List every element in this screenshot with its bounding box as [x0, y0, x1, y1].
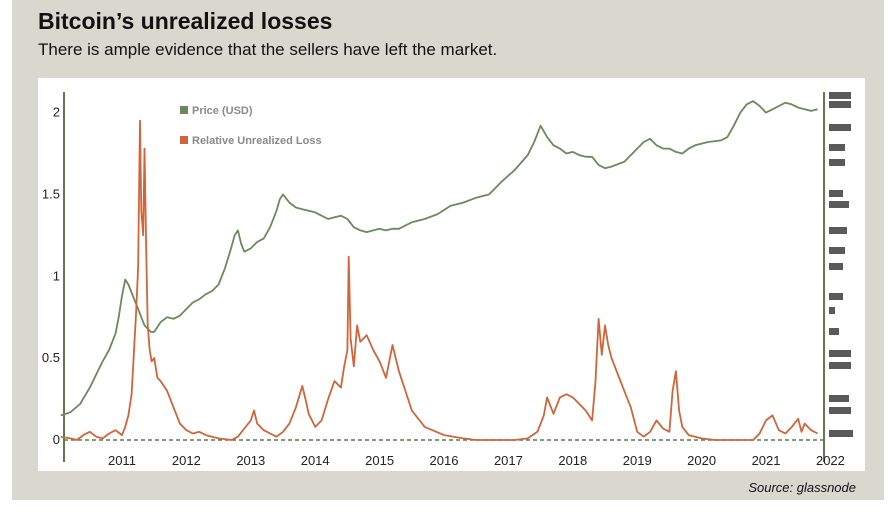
plot-panel	[38, 78, 865, 471]
x-tick-label: 2016	[430, 453, 459, 468]
right-edge-bar	[829, 159, 845, 166]
x-tick-label: 2018	[558, 453, 587, 468]
right-edge-bar	[829, 307, 835, 314]
price-series-line	[60, 100, 818, 417]
legend-swatch	[180, 136, 188, 144]
legend-label: Relative Unrealized Loss	[192, 135, 322, 147]
x-tick-label: 2014	[301, 453, 330, 468]
source-note: Source: glassnode	[748, 480, 856, 495]
right-edge-bar	[829, 101, 851, 108]
right-edge-bar	[829, 190, 843, 197]
right-edge-bar	[829, 407, 851, 414]
y-tick-label: 2	[53, 105, 60, 120]
legend-label: Price (USD)	[192, 105, 253, 117]
right-edge-bar	[829, 227, 847, 234]
y-tick-label: 0.5	[42, 350, 60, 365]
right-edge-bar	[829, 247, 845, 254]
x-tick-label: 2019	[623, 453, 652, 468]
right-edge-bar	[829, 350, 851, 357]
tick-labels: 0 0.5 1 1.5 2 2011 2012 2013 2014 2015 2016 2017 201…	[42, 105, 845, 468]
right-edge-bar	[829, 201, 849, 208]
y-tick-label: 1	[53, 268, 60, 283]
loss-series-line	[60, 119, 819, 441]
right-edge-bar	[829, 293, 843, 300]
right-edge-bar	[829, 430, 853, 437]
right-edge-bar	[829, 263, 843, 270]
y-tick-label: 0	[53, 432, 60, 447]
x-tick-label: 2017	[494, 453, 523, 468]
chart-title: Bitcoin’s unrealized losses	[38, 8, 333, 34]
x-tick-label: 2020	[687, 453, 716, 468]
x-tick-label: 2011	[108, 453, 136, 468]
x-tick-label: 2021	[752, 453, 781, 468]
y-tick-label: 1.5	[42, 186, 60, 201]
x-tick-label: 2013	[236, 453, 265, 468]
right-edge-bar	[829, 362, 851, 369]
right-edge-bar	[829, 144, 845, 151]
x-tick-label: 2012	[172, 453, 201, 468]
series-lines	[60, 100, 819, 441]
right-edge-bar	[829, 328, 839, 335]
x-tick-label: 2022	[816, 453, 845, 468]
chart-axes	[63, 92, 825, 462]
right-edge-bar	[829, 395, 849, 402]
right-edge-bars	[829, 92, 853, 437]
chart-subtitle: There is ample evidence that the sellers…	[38, 40, 498, 59]
legend-swatch	[180, 106, 188, 114]
right-edge-bar	[829, 124, 851, 131]
right-edge-bar	[829, 92, 851, 99]
x-tick-label: 2015	[365, 453, 394, 468]
legend: Price (USD) Relative Unrealized Loss	[180, 105, 322, 147]
